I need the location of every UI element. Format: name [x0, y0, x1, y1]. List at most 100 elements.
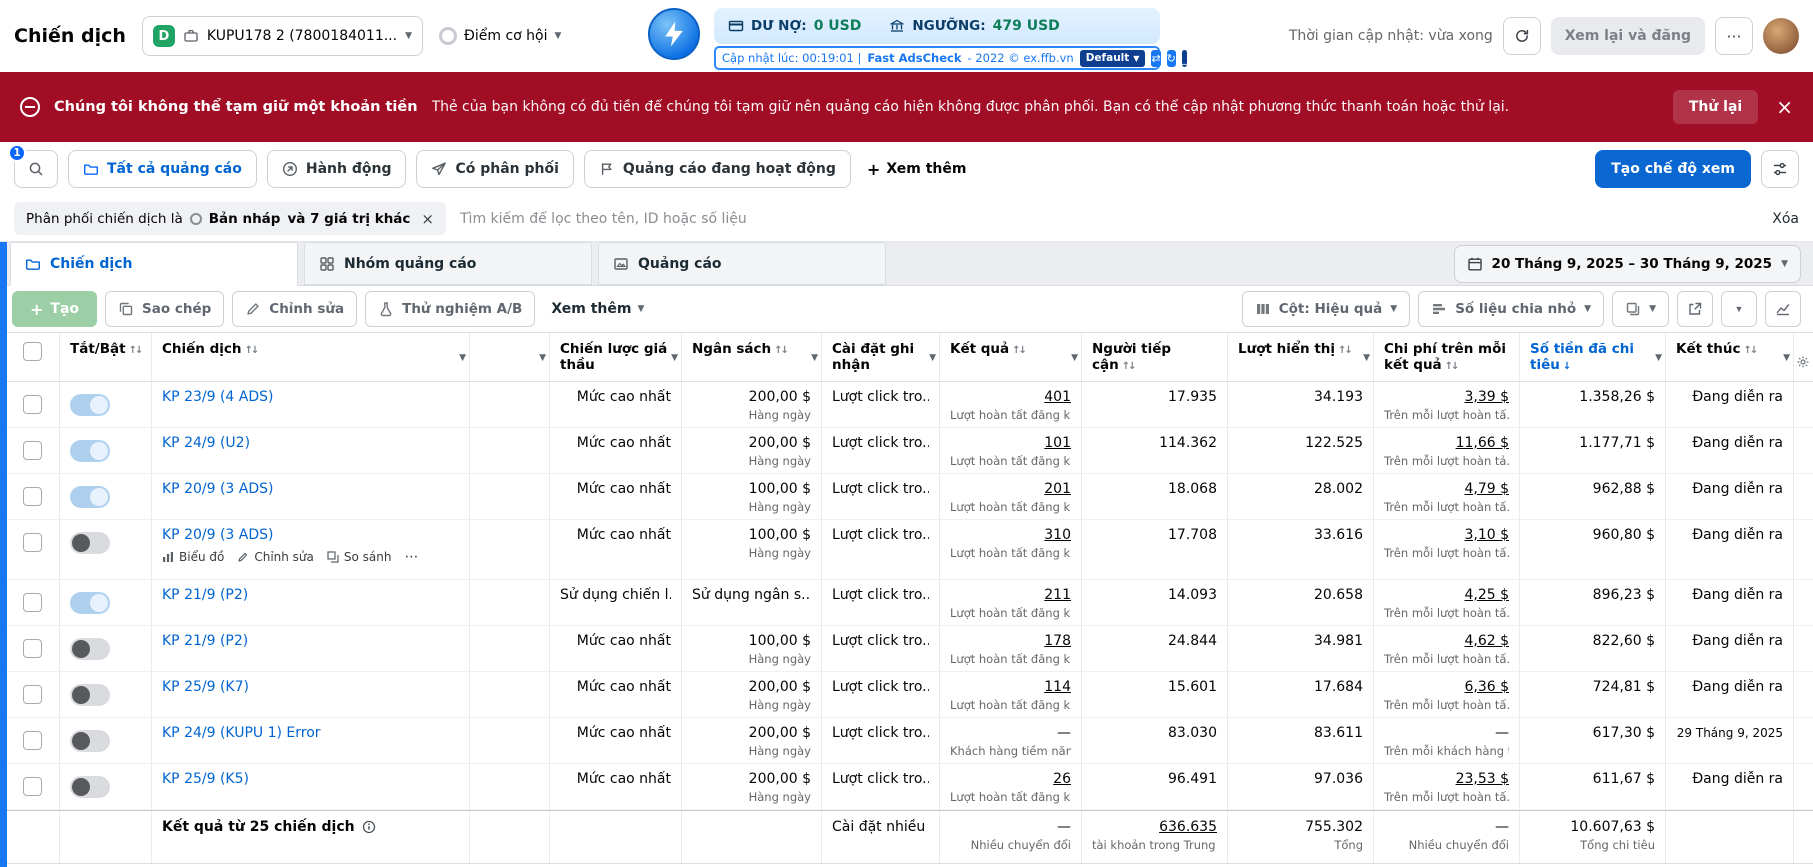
column-header-attribution[interactable]: Cài đặt ghi nhận ▼ — [821, 333, 939, 381]
chevron-down-icon[interactable]: ▼ — [539, 353, 546, 363]
row-checkbox[interactable] — [23, 441, 42, 460]
column-header-amount-spent[interactable]: Số tiền đã chi tiêu ↓ ▼ — [1519, 333, 1665, 381]
row-checkbox[interactable] — [23, 777, 42, 796]
row-toggle[interactable] — [70, 486, 110, 508]
columns-button[interactable]: Cột: Hiệu quả ▼ — [1241, 291, 1411, 327]
refresh-button[interactable] — [1502, 17, 1541, 55]
chevron-down-icon[interactable]: ▼ — [811, 353, 818, 363]
column-settings-button[interactable] — [1793, 333, 1813, 381]
cost-per-result-link[interactable]: — — [1495, 725, 1509, 741]
cost-per-result-link[interactable]: 11,66 $ — [1455, 435, 1509, 451]
row-checkbox[interactable] — [23, 639, 42, 658]
column-header-reach[interactable]: Người tiếp cận ↑↓ — [1081, 333, 1227, 381]
row-checkbox[interactable] — [23, 395, 42, 414]
refresh-icon[interactable]: ↻ — [1166, 49, 1176, 67]
chevron-down-icon[interactable]: ▼ — [1783, 353, 1790, 363]
row-toggle[interactable] — [70, 532, 110, 554]
row-toggle[interactable] — [70, 684, 110, 706]
create-view-button[interactable]: Tạo chế độ xem — [1595, 150, 1751, 188]
results-link[interactable]: 26 — [1053, 771, 1071, 787]
reports-button[interactable]: ▼ — [1612, 291, 1669, 327]
export-options-button[interactable]: ▼ — [1721, 291, 1757, 327]
results-link[interactable]: 310 — [1044, 527, 1071, 543]
cost-per-result-link[interactable]: 4,25 $ — [1464, 587, 1509, 603]
account-selector[interactable]: D KUPU178 2 (7800184011... ▼ — [141, 16, 423, 56]
campaign-name-link[interactable]: KP 23/9 (4 ADS) — [162, 389, 274, 405]
results-link[interactable]: 211 — [1044, 587, 1071, 603]
results-link[interactable]: — — [1057, 725, 1071, 741]
retry-button[interactable]: Thử lại — [1672, 90, 1759, 124]
compare-action[interactable]: So sánh — [327, 550, 391, 564]
see-more-filters-button[interactable]: + Xem thêm — [866, 159, 967, 179]
cost-per-result-link[interactable]: 23,53 $ — [1455, 771, 1509, 787]
edit-action[interactable]: Chỉnh sửa — [237, 550, 314, 564]
chevron-down-icon[interactable]: ▼ — [1363, 353, 1370, 363]
tab-adsets[interactable]: Nhóm quảng cáo — [304, 242, 592, 285]
create-button[interactable]: + Tạo — [12, 291, 98, 327]
avatar[interactable] — [1763, 18, 1799, 54]
view-settings-button[interactable] — [1761, 150, 1799, 188]
date-range-picker[interactable]: 20 Tháng 9, 2025 – 30 Tháng 9, 2025 ▼ — [1453, 244, 1801, 283]
close-icon[interactable]: × — [1776, 95, 1793, 119]
row-checkbox[interactable] — [23, 685, 42, 704]
campaign-name-link[interactable]: KP 24/9 (KUPU 1) Error — [162, 725, 321, 741]
chevron-down-icon[interactable]: ▼ — [1655, 353, 1662, 363]
info-icon[interactable] — [362, 820, 376, 838]
filter-active-ads[interactable]: Quảng cáo đang hoạt động — [583, 150, 851, 188]
results-link[interactable]: 101 — [1044, 435, 1071, 451]
results-link[interactable]: 401 — [1044, 389, 1071, 405]
minimize-icon[interactable]: _ — [1181, 49, 1188, 67]
column-header-end[interactable]: Kết thúc ↑↓ ▼ — [1665, 333, 1793, 381]
breakdown-button[interactable]: Số liệu chia nhỏ ▼ — [1418, 291, 1605, 327]
campaign-name-link[interactable]: KP 20/9 (3 ADS) — [162, 481, 274, 497]
column-header-blank[interactable]: ▼ — [469, 333, 549, 381]
filter-search-input[interactable] — [460, 210, 1759, 227]
filter-has-delivery[interactable]: Có phân phối — [416, 150, 574, 188]
row-toggle[interactable] — [70, 730, 110, 752]
chevron-down-icon[interactable]: ▼ — [929, 353, 936, 363]
column-header-results[interactable]: Kết quả ↑↓ ▼ — [939, 333, 1081, 381]
chevron-down-icon[interactable]: ▼ — [459, 353, 466, 363]
filter-all-ads[interactable]: Tất cả quảng cáo — [68, 150, 257, 188]
campaign-name-link[interactable]: KP 25/9 (K7) — [162, 679, 249, 695]
opportunity-score[interactable]: Điểm cơ hội ▼ — [439, 27, 561, 45]
row-checkbox[interactable] — [23, 593, 42, 612]
charts-button[interactable] — [1765, 291, 1801, 327]
cost-per-result-link[interactable]: 4,62 $ — [1464, 633, 1509, 649]
row-checkbox[interactable] — [23, 533, 42, 552]
row-checkbox[interactable] — [23, 487, 42, 506]
cost-per-result-link[interactable]: 3,10 $ — [1464, 527, 1509, 543]
row-toggle[interactable] — [70, 638, 110, 660]
column-header-toggle[interactable]: Tắt/Bật ↑↓ — [59, 333, 151, 381]
campaign-name-link[interactable]: KP 24/9 (U2) — [162, 435, 251, 451]
campaign-name-link[interactable]: KP 20/9 (3 ADS) — [162, 527, 274, 543]
results-link[interactable]: 114 — [1044, 679, 1071, 695]
tab-campaigns[interactable]: Chiến dịch — [10, 242, 298, 286]
cost-per-result-link[interactable]: 3,39 $ — [1464, 389, 1509, 405]
campaign-name-link[interactable]: KP 25/9 (K5) — [162, 771, 249, 787]
row-toggle[interactable] — [70, 776, 110, 798]
cost-per-result-link[interactable]: 6,36 $ — [1464, 679, 1509, 695]
duplicate-button[interactable]: Sao chép — [105, 291, 225, 327]
campaign-name-link[interactable]: KP 21/9 (P2) — [162, 587, 249, 603]
swap-icon[interactable]: ⇄ — [1151, 49, 1161, 67]
more-row-actions-icon[interactable]: ⋯ — [404, 549, 420, 565]
select-all-checkbox[interactable] — [23, 342, 42, 361]
row-toggle[interactable] — [70, 394, 110, 416]
search-button[interactable]: 1 — [8, 144, 58, 188]
chevron-down-icon[interactable]: ▼ — [671, 353, 678, 363]
results-link[interactable]: 178 — [1044, 633, 1071, 649]
filter-chip[interactable]: Phân phối chiến dịch là Bản nháp và 7 gi… — [14, 202, 446, 235]
campaign-name-link[interactable]: KP 21/9 (P2) — [162, 633, 249, 649]
edit-button[interactable]: Chỉnh sửa — [232, 291, 358, 327]
view-charts-action[interactable]: Biểu đồ — [162, 550, 224, 564]
adsche​ck-default-select[interactable]: Default ▼ — [1079, 49, 1146, 67]
column-header-bid-strategy[interactable]: Chiến lược giá thầu ▼ — [549, 333, 681, 381]
review-publish-button[interactable]: Xem lại và đăng — [1550, 17, 1705, 55]
column-header-campaign[interactable]: Chiến dịch ↑↓ ▼ — [151, 333, 469, 381]
chevron-down-icon[interactable]: ▼ — [1071, 353, 1078, 363]
ab-test-button[interactable]: Thử nghiệm A/B — [365, 291, 536, 327]
remove-filter-icon[interactable]: × — [421, 209, 434, 228]
column-header-impressions[interactable]: Lượt hiển thị ↑↓ ▼ — [1227, 333, 1373, 381]
tab-ads[interactable]: Quảng cáo — [598, 242, 886, 285]
